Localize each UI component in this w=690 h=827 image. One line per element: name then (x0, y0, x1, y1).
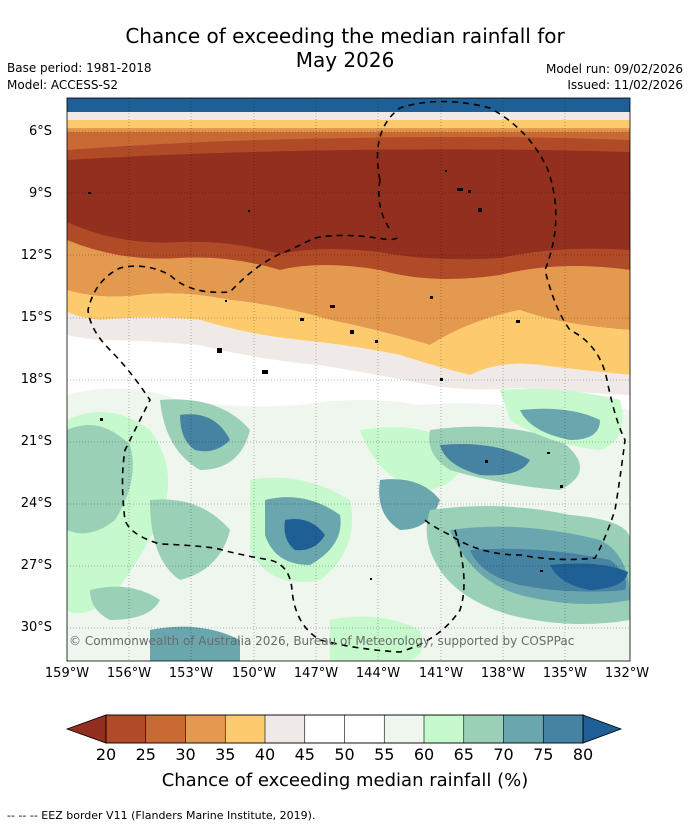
deep-blue-se (550, 563, 628, 590)
colorbar-tick: 55 (374, 745, 395, 764)
map-frame (66, 97, 631, 662)
title-line-1: Chance of exceeding the median rainfall … (125, 24, 565, 48)
colorbar-tick: 20 (95, 745, 117, 764)
colorbar-tick: 40 (254, 745, 276, 764)
neutral-band (67, 312, 630, 395)
darkest-red-zone (67, 149, 630, 260)
lon-label: 144°W (355, 666, 401, 681)
colorbar-cell (503, 714, 544, 744)
teal-patch-sw (90, 586, 160, 620)
colorbar-cell (224, 714, 266, 744)
colorbar-cell (423, 714, 465, 744)
lon-label: 159°W (44, 666, 90, 681)
graticule (67, 98, 630, 661)
lon-label: 150°W (231, 666, 277, 681)
colorbar-tick: 50 (334, 745, 355, 764)
teal-patch-4 (379, 479, 440, 530)
colorbar-arrow-low (65, 714, 107, 744)
colorbar-cell (383, 714, 425, 744)
lon-label: 135°W (542, 666, 588, 681)
green-patch-bottom (330, 616, 423, 661)
colorbar-tick: 65 (453, 745, 474, 764)
colorbar-cell (542, 714, 584, 744)
lat-label: 30°S (20, 620, 52, 635)
lon-label: 138°W (480, 666, 526, 681)
colorbar-tick: 70 (493, 745, 514, 764)
teal-patch-west (67, 425, 133, 534)
teal-patch-3 (150, 499, 230, 580)
lon-label: 153°W (168, 666, 214, 681)
lon-label: 141°W (418, 666, 464, 681)
lon-label: 132°W (604, 666, 650, 681)
lat-label: 27°S (20, 558, 52, 573)
blue-patch-2 (284, 519, 325, 551)
title-line-2: May 2026 (295, 48, 395, 72)
model-name: Model: ACCESS-S2 (7, 78, 119, 92)
colorbar-cell (185, 714, 226, 744)
lat-label: 21°S (20, 434, 52, 449)
lat-label: 12°S (20, 248, 52, 263)
colorbar-label: Chance of exceeding median rainfall (%) (161, 770, 529, 791)
colorbar-cell (264, 714, 306, 744)
colorbar-tick: 75 (533, 745, 554, 764)
base-period: Base period: 1981-2018 (7, 61, 152, 75)
footer-legend: -- -- -- EEZ border V11 (Flanders Marine… (7, 809, 316, 822)
islands (88, 170, 563, 580)
blue-patch-5 (440, 444, 530, 476)
lat-label: 9°S (28, 186, 52, 201)
lat-label: 18°S (20, 372, 52, 387)
lat-label: 15°S (20, 310, 52, 325)
colorbar-tick: 35 (215, 745, 236, 764)
colorbar-cell (463, 714, 505, 744)
lon-label: 147°W (293, 666, 339, 681)
colorbar-cell (304, 714, 346, 744)
colorbar-arrow-high (582, 714, 623, 744)
lat-label: 6°S (28, 124, 52, 139)
colorbar-cell (105, 714, 147, 744)
colorbar-tick: 30 (175, 745, 196, 764)
colorbar-tick: 45 (294, 745, 315, 764)
eez-border (87, 100, 626, 653)
issued-date: Issued: 11/02/2026 (567, 78, 683, 92)
colorbar-tick: 80 (572, 745, 594, 764)
orange-transition (67, 240, 630, 345)
colorbar-cell (145, 714, 187, 744)
lon-label: 156°W (106, 666, 152, 681)
colorbar-cell (344, 714, 385, 744)
rainfall-field (67, 98, 630, 661)
teal-patch-6 (520, 408, 600, 440)
teal-patch-bottom (150, 626, 240, 661)
lat-label: 24°S (20, 496, 52, 511)
copyright-notice: © Commonwealth of Australia 2026, Bureau… (69, 634, 575, 648)
colorbar (65, 714, 623, 744)
colorbar-tick: 25 (135, 745, 156, 764)
colorbar-tick: 60 (413, 745, 435, 764)
model-run: Model run: 09/02/2026 (545, 62, 683, 76)
yellow-band (67, 290, 630, 375)
